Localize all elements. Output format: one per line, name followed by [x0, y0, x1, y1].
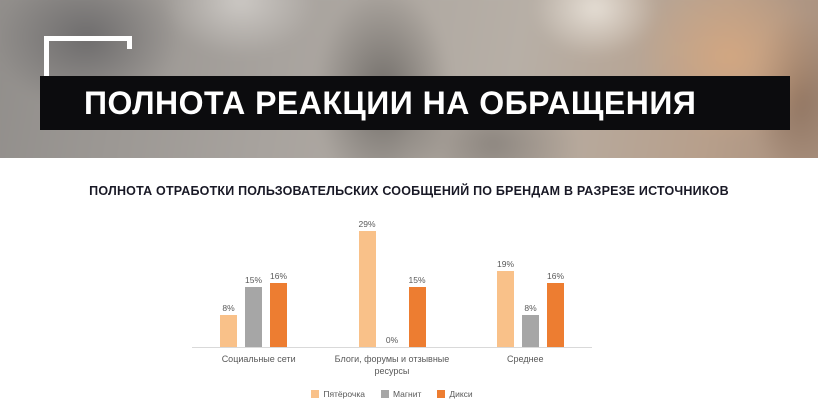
bar-value-label: 16%	[270, 271, 288, 281]
bar-group: 8% 15% 16%	[220, 271, 287, 347]
bar-value-label: 0%	[385, 335, 399, 345]
legend-swatch	[437, 390, 446, 399]
legend-swatch	[311, 390, 320, 399]
hero-banner: ПОЛНОТА РЕАКЦИИ НА ОБРАЩЕНИЯ	[0, 0, 818, 158]
bar-column: 16%	[547, 271, 564, 347]
bar-column: 0%	[384, 335, 401, 347]
bar-value-label: 15%	[408, 275, 426, 285]
bar	[270, 283, 287, 347]
category-label: Среднее	[507, 354, 544, 364]
bar-value-label: 16%	[547, 271, 565, 281]
bar-value-label: 8%	[524, 303, 537, 313]
legend-item: Магнит	[381, 389, 421, 399]
bar-column: 15%	[408, 275, 426, 347]
category-label: Блоги, форумы и отзывные ресурсы	[334, 354, 450, 377]
bar-value-label: 15%	[245, 275, 263, 285]
legend-item: Пятёрочка	[311, 389, 365, 399]
bar	[358, 231, 376, 347]
bar-group: 29% 0% 15%	[358, 219, 426, 347]
slide-title: ПОЛНОТА РЕАКЦИИ НА ОБРАЩЕНИЯ	[84, 84, 697, 121]
category-label: Социальные сети	[221, 354, 296, 364]
plot-area: 8% 15% 16% 29% 0% 15% 19% 8% 16%	[192, 218, 592, 348]
corner-bracket-decoration	[44, 36, 132, 88]
bar	[245, 287, 262, 347]
bar-value-label: 8%	[222, 303, 235, 313]
legend-label: Дикси	[449, 389, 473, 400]
bar	[408, 287, 426, 347]
bar-column: 16%	[270, 271, 287, 347]
bar-column: 8%	[220, 303, 237, 347]
chart-legend: Пятёрочка Магнит Дикси	[192, 389, 592, 399]
category-labels: Социальные сети Блоги, форумы и отзывные …	[192, 348, 592, 377]
legend-label: Магнит	[393, 389, 422, 400]
bar-chart: 8% 15% 16% 29% 0% 15% 19% 8% 16% Социальные сети…	[192, 218, 592, 399]
bar-group: 19% 8% 16%	[497, 259, 564, 347]
bar-column: 19%	[497, 259, 514, 347]
bar-value-label: 29%	[358, 219, 376, 229]
chart-title: ПОЛНОТА ОТРАБОТКИ ПОЛЬЗОВАТЕЛЬСКИХ СООБЩ…	[89, 184, 729, 198]
bar	[522, 315, 539, 347]
bar-value-label: 19%	[497, 259, 515, 269]
title-bar: ПОЛНОТА РЕАКЦИИ НА ОБРАЩЕНИЯ	[40, 76, 790, 130]
bar	[497, 271, 514, 347]
bar	[547, 283, 564, 347]
legend-swatch	[381, 390, 389, 399]
chart-section: ПОЛНОТА ОТРАБОТКИ ПОЛЬЗОВАТЕЛЬСКИХ СООБЩ…	[0, 158, 818, 399]
bar-column: 29%	[358, 219, 376, 347]
bar-column: 15%	[245, 275, 262, 347]
legend-item: Дикси	[437, 389, 473, 400]
bar-column: 8%	[522, 303, 539, 347]
bar	[220, 315, 237, 347]
legend-label: Пятёрочка	[323, 389, 365, 400]
